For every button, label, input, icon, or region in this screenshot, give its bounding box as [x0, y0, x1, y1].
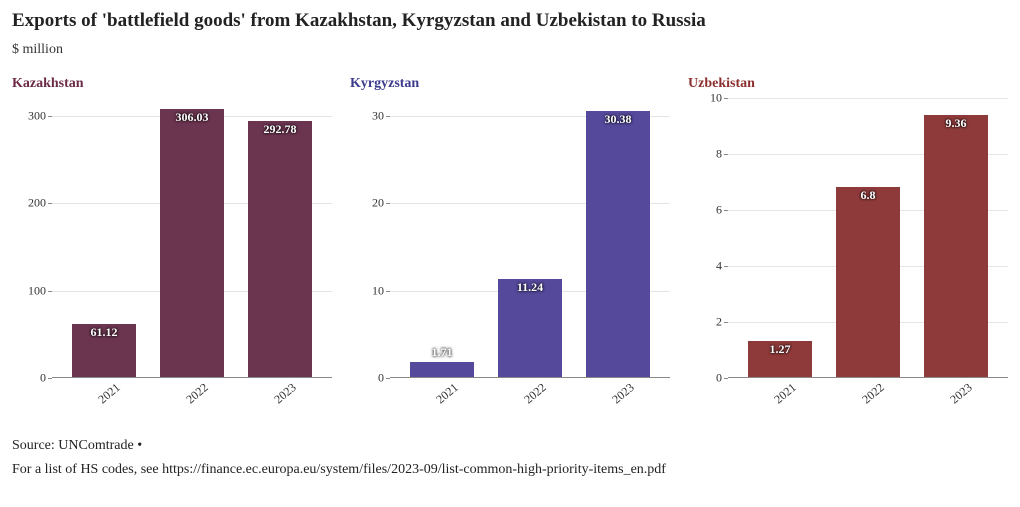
x-tick-label: 2022 [183, 380, 228, 428]
y-tick-label: 6 [716, 203, 722, 218]
bar [586, 111, 649, 377]
bar-wrap: 306.03 [148, 98, 236, 377]
y-tick-label: 20 [372, 196, 384, 211]
bar-wrap: 292.78 [236, 98, 324, 377]
chart-area: 010020030061.12306.03292.78 [12, 98, 332, 378]
x-tick-label: 2023 [609, 380, 654, 428]
panel-title: Kyrgyzstan [350, 76, 670, 92]
bar [924, 115, 987, 377]
y-tick-label: 4 [716, 259, 722, 274]
x-tick-label: 2021 [433, 380, 478, 428]
bar-wrap: 1.71 [398, 98, 486, 377]
bar-value-label: 6.8 [861, 188, 876, 203]
x-tick-label: 2022 [521, 380, 566, 428]
bar-wrap: 1.27 [736, 98, 824, 377]
bar-wrap: 11.24 [486, 98, 574, 377]
bar [160, 109, 223, 377]
chart-container: Exports of 'battlefield goods' from Kaza… [0, 0, 1020, 488]
bar-value-label: 1.27 [770, 342, 791, 357]
bars-group: 1.27 6.8 9.36 [728, 98, 1008, 377]
bar [836, 187, 899, 377]
x-labels: 202120222023 [52, 378, 332, 420]
bar-value-label: 9.36 [946, 116, 967, 131]
tick-mark [48, 378, 52, 379]
tick-mark [724, 378, 728, 379]
x-tick-label: 2023 [947, 380, 992, 428]
y-axis: 0100200300 [12, 98, 52, 378]
y-axis: 0246810 [688, 98, 728, 378]
panel-title: Kazakhstan [12, 76, 332, 92]
y-tick-label: 10 [372, 283, 384, 298]
bar-value-label: 1.71 [432, 345, 453, 360]
bar [410, 362, 473, 377]
y-tick-label: 100 [28, 283, 46, 298]
chart-subtitle: $ million [12, 42, 1008, 58]
y-axis: 0102030 [350, 98, 390, 378]
bar-wrap: 9.36 [912, 98, 1000, 377]
chart-area: 01020301.7111.2430.38 [350, 98, 670, 378]
y-tick-label: 300 [28, 108, 46, 123]
chart-panel-uzbekistan: Uzbekistan 0 2 4 6 8 10 1.27 6.8 9.36 202120222023 [688, 76, 1008, 420]
plot-area: 1.27 6.8 9.36 [728, 98, 1008, 378]
x-axis: 202120222023 [350, 378, 670, 420]
y-tick-label: 200 [28, 196, 46, 211]
y-tick-label: 8 [716, 147, 722, 162]
bars-group: 1.71 11.24 30.38 [390, 98, 670, 377]
bar-wrap: 61.12 [60, 98, 148, 377]
bar-wrap: 30.38 [574, 98, 662, 377]
x-labels: 202120222023 [390, 378, 670, 420]
y-tick-label: 10 [710, 91, 722, 106]
bar-value-label: 11.24 [517, 280, 543, 295]
bar-value-label: 30.38 [605, 112, 632, 127]
y-tick-label: 30 [372, 108, 384, 123]
tick-mark [386, 378, 390, 379]
y-tick-label: 0 [378, 371, 384, 386]
source-line: Source: UNComtrade • [12, 438, 1008, 454]
plot-area: 61.12 306.03 292.78 [52, 98, 332, 378]
y-tick-label: 0 [40, 371, 46, 386]
chart-panel-kazakhstan: Kazakhstan 0 100 200 300 61.12 306.03 292.78 202… [12, 76, 332, 420]
x-tick-label: 2023 [271, 380, 316, 428]
chart-title: Exports of 'battlefield goods' from Kaza… [12, 10, 1008, 32]
chart-panel-kyrgyzstan: Kyrgyzstan 0 10 20 30 1.71 11.24 30.38 202120222… [350, 76, 670, 420]
x-labels: 202120222023 [728, 378, 1008, 420]
bar-wrap: 6.8 [824, 98, 912, 377]
bars-group: 61.12 306.03 292.78 [52, 98, 332, 377]
x-tick-label: 2022 [859, 380, 904, 428]
x-tick-label: 2021 [95, 380, 140, 428]
x-tick-label: 2021 [771, 380, 816, 428]
bar-value-label: 61.12 [91, 325, 118, 340]
plot-area: 1.71 11.24 30.38 [390, 98, 670, 378]
bar-value-label: 306.03 [176, 110, 209, 125]
x-axis: 202120222023 [12, 378, 332, 420]
chart-area: 02468101.276.89.36 [688, 98, 1008, 378]
footnote-line: For a list of HS codes, see https://fina… [12, 462, 1008, 478]
bar [248, 121, 311, 377]
panel-title: Uzbekistan [688, 76, 1008, 92]
y-tick-label: 0 [716, 371, 722, 386]
x-axis: 202120222023 [688, 378, 1008, 420]
y-tick-label: 2 [716, 315, 722, 330]
charts-row: Kazakhstan010020030061.12306.03292.78202… [12, 76, 1008, 420]
bar-value-label: 292.78 [264, 122, 297, 137]
